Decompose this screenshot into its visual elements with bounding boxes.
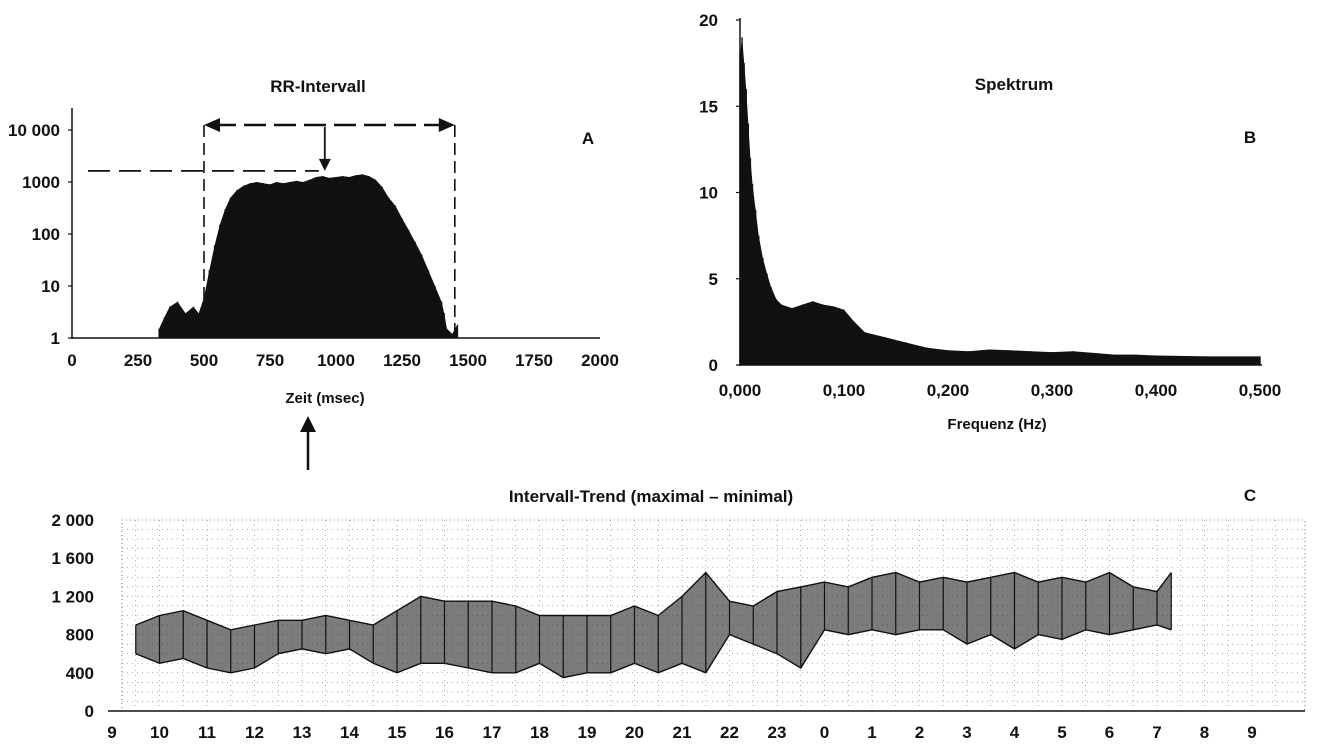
panel-a-x-tick-label: 750 bbox=[256, 351, 284, 370]
panel-a-rr-interval-histogram: RR-Intervall A 1 10 100 1000 10 000 0 250 500 7… bbox=[8, 77, 619, 407]
panel-a-y-tick-label: 1000 bbox=[22, 173, 60, 192]
panel-a-range-arrowhead-right bbox=[438, 118, 455, 132]
panel-a-x-tick-label: 1750 bbox=[515, 351, 553, 370]
panel-a-y-tick-label: 1 bbox=[51, 329, 60, 348]
panel-c-x-tick-label: 23 bbox=[768, 723, 787, 742]
panel-a-x-tick-label: 1000 bbox=[317, 351, 355, 370]
panel-c-x-tick-label: 5 bbox=[1057, 723, 1066, 742]
panel-c-x-tick-label: 0 bbox=[820, 723, 829, 742]
panel-c-x-tick-label: 22 bbox=[720, 723, 739, 742]
panel-b-x-tick-label: 0,400 bbox=[1135, 381, 1178, 400]
panel-a-letter: A bbox=[582, 129, 594, 148]
panel-c-x-tick-label: 10 bbox=[150, 723, 169, 742]
panel-b-y-tick-label: 15 bbox=[699, 97, 718, 116]
panel-b-y-ticks: 0 5 10 15 20 bbox=[699, 11, 740, 375]
panel-c-title: Intervall-Trend (maximal – minimal) bbox=[509, 487, 793, 506]
panel-c-x-tick-label: 2 bbox=[915, 723, 924, 742]
panel-a-y-ticks: 1 10 100 1000 10 000 bbox=[8, 121, 72, 348]
panel-c-x-tick-label: 18 bbox=[530, 723, 549, 742]
panel-c-marks bbox=[135, 571, 1172, 679]
panel-a-y-tick-label: 10 bbox=[41, 277, 60, 296]
panel-c-y-tick-label: 1 600 bbox=[51, 549, 94, 568]
panel-b-y-tick-label: 0 bbox=[709, 356, 718, 375]
panel-c-x-tick-label: 7 bbox=[1152, 723, 1161, 742]
panel-c-y-tick-label: 0 bbox=[85, 702, 94, 721]
panel-c-x-tick-label: 17 bbox=[483, 723, 502, 742]
panel-a-annotations bbox=[88, 118, 456, 338]
panel-a-range-arrowhead-left bbox=[204, 118, 220, 132]
panel-c-x-ticks: 9 10 11 12 13 14 15 16 17 18 19 20 21 22 23 0 1 2 3 4 5 6 7 8 9 bbox=[107, 723, 1256, 742]
panel-c-x-tick-label: 11 bbox=[198, 723, 216, 742]
panel-c-x-tick-label: 13 bbox=[293, 723, 312, 742]
panel-b-letter: B bbox=[1244, 128, 1256, 147]
panel-b-x-label: Frequenz (Hz) bbox=[947, 416, 1046, 433]
panel-c-y-tick-label: 2 000 bbox=[51, 511, 94, 530]
panel-c-x-tick-label: 8 bbox=[1200, 723, 1209, 742]
panel-c-x-tick-label: 21 bbox=[673, 723, 692, 742]
panel-b-marks bbox=[739, 37, 1261, 366]
panel-b-y-tick-label: 20 bbox=[699, 11, 718, 30]
panel-c-x-tick-label: 4 bbox=[1010, 723, 1020, 742]
panel-c-interval-trend: Intervall-Trend (maximal – minimal) C 0 4… bbox=[51, 486, 1306, 742]
panel-a-title: RR-Intervall bbox=[270, 77, 365, 96]
panel-c-x-tick-label: 1 bbox=[867, 723, 876, 742]
panel-a-x-tick-label: 2000 bbox=[581, 351, 619, 370]
panel-a-x-tick-label: 500 bbox=[190, 351, 218, 370]
panel-a-y-tick-label: 100 bbox=[32, 225, 60, 244]
panel-c-y-ticks: 0 400 800 1 200 1 600 2 000 bbox=[51, 511, 94, 721]
panel-c-x-tick-label: 6 bbox=[1105, 723, 1114, 742]
panel-c-x-tick-label: 19 bbox=[578, 723, 597, 742]
panel-a-x-ticks: 0 250 500 750 1000 1250 1500 1750 2000 bbox=[67, 351, 619, 370]
panel-a-y-tick-label: 10 000 bbox=[8, 121, 60, 140]
panel-c-x-tick-label: 12 bbox=[245, 723, 264, 742]
panel-c-x-tick-label: 15 bbox=[388, 723, 407, 742]
panel-b-x-ticks: 0,000 0,100 0,200 0,300 0,400 0,500 bbox=[719, 381, 1282, 400]
panel-c-x-tick-label: 3 bbox=[962, 723, 971, 742]
panel-c-x-tick-label: 20 bbox=[625, 723, 644, 742]
link-arrow bbox=[300, 416, 316, 470]
panel-a-x-tick-label: 0 bbox=[67, 351, 76, 370]
panel-b-x-tick-label: 0,300 bbox=[1031, 381, 1074, 400]
panel-b-x-tick-label: 0,200 bbox=[927, 381, 970, 400]
panel-a-x-tick-label: 250 bbox=[124, 351, 152, 370]
panel-c-x-tick-label: 9 bbox=[107, 723, 116, 742]
panel-c-range-band bbox=[135, 572, 1172, 678]
panel-a-x-label: Zeit (msec) bbox=[285, 390, 364, 407]
panel-a-x-tick-label: 1500 bbox=[449, 351, 487, 370]
panel-c-y-tick-label: 400 bbox=[66, 664, 94, 683]
panel-b-y-tick-label: 10 bbox=[699, 184, 718, 203]
panel-c-y-tick-label: 800 bbox=[66, 626, 94, 645]
panel-a-peak-arrowhead bbox=[318, 158, 331, 171]
panel-a-marks bbox=[158, 174, 459, 338]
panel-c-x-tick-label: 9 bbox=[1247, 723, 1256, 742]
panel-c-y-tick-label: 1 200 bbox=[51, 587, 94, 606]
panel-a-x-tick-label: 1250 bbox=[383, 351, 421, 370]
panel-b-title: Spektrum bbox=[975, 75, 1053, 94]
panel-b-x-tick-label: 0,500 bbox=[1239, 381, 1282, 400]
panel-c-x-tick-label: 16 bbox=[435, 723, 454, 742]
panel-b-x-tick-label: 0,000 bbox=[719, 381, 762, 400]
panel-b-spectrum: Spektrum B 0 5 10 15 20 0,000 0,100 0,200 0,300… bbox=[699, 11, 1281, 433]
panel-b-x-tick-label: 0,100 bbox=[823, 381, 866, 400]
panel-c-letter: C bbox=[1244, 486, 1256, 505]
panel-c-x-tick-label: 14 bbox=[340, 723, 359, 742]
panel-b-y-tick-label: 5 bbox=[709, 270, 718, 289]
